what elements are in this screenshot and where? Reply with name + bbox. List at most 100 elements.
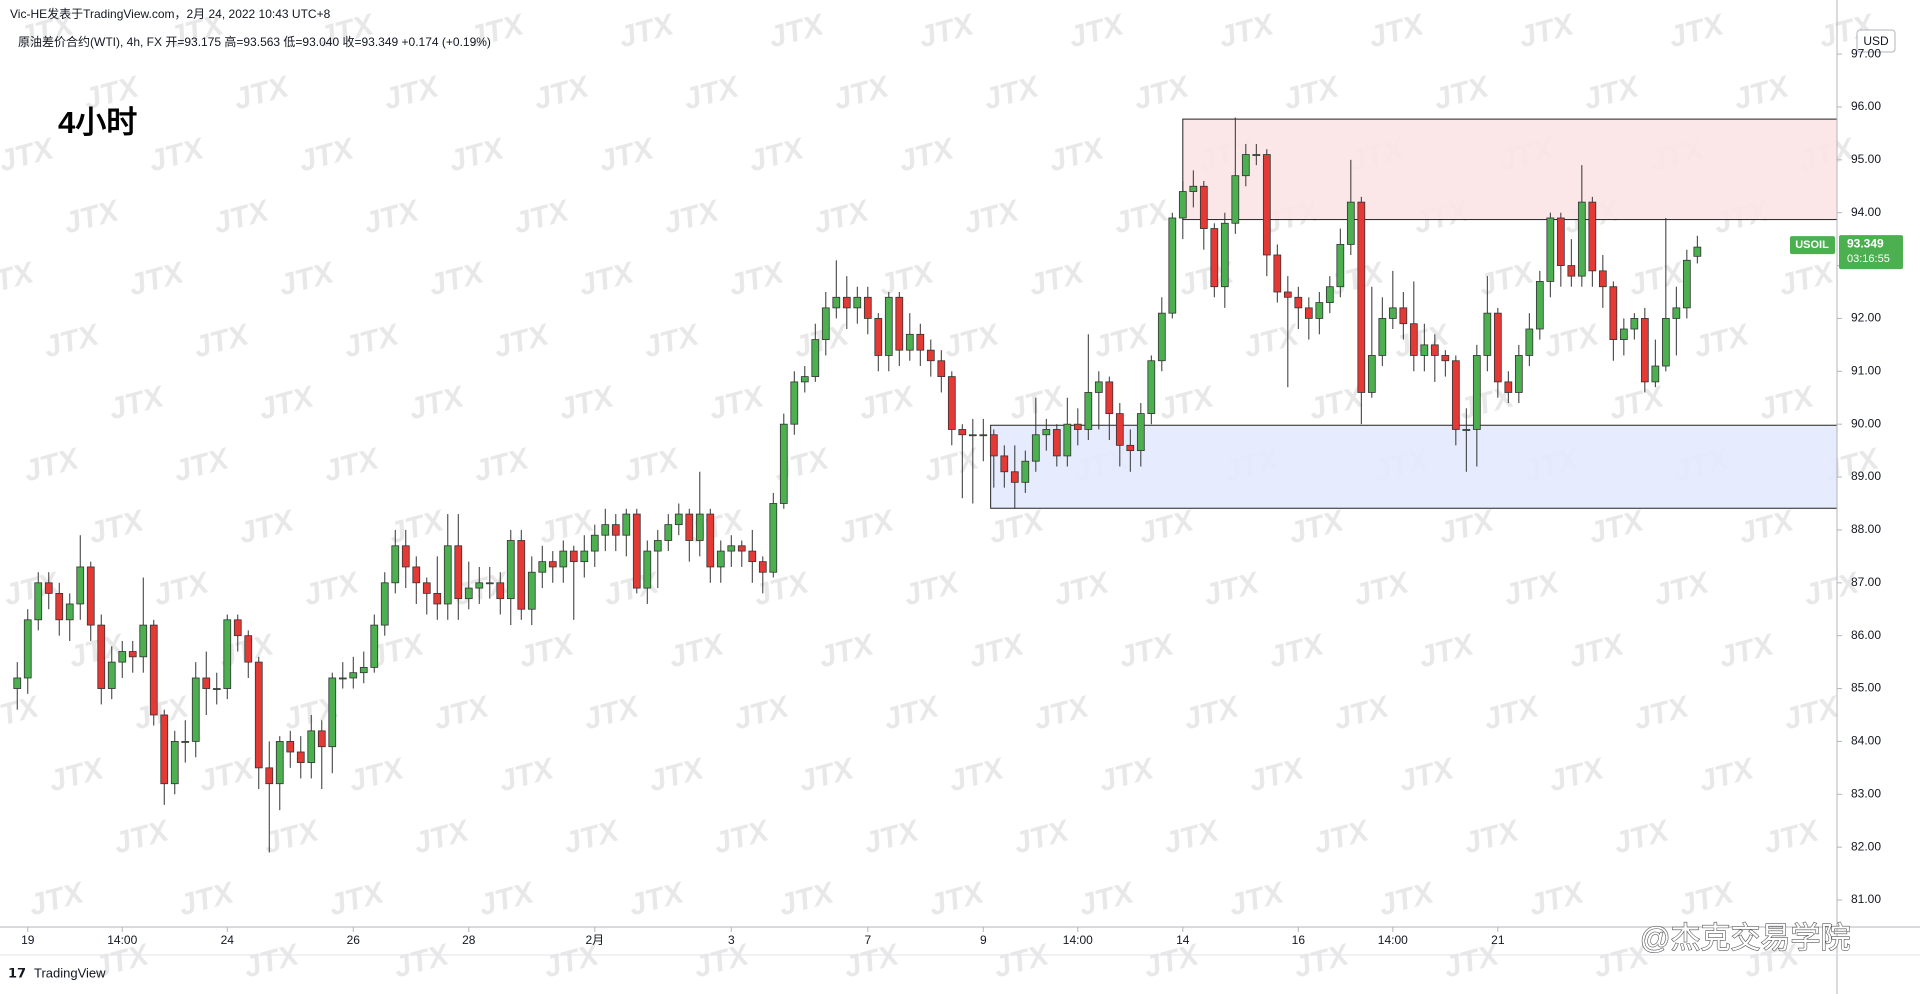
candle-body — [97, 624, 106, 689]
candle-body — [1336, 244, 1345, 288]
currency-badge[interactable] — [1856, 29, 1896, 53]
candle-body — [674, 513, 683, 526]
candle-body — [1126, 444, 1135, 452]
candle-body — [1315, 302, 1324, 319]
candle-body — [223, 619, 232, 689]
x-tick-label: 9 — [980, 933, 987, 947]
countdown: 03:16:55 — [1847, 253, 1890, 265]
candle-body — [611, 524, 620, 536]
candle-body — [601, 524, 610, 536]
candle-body — [1504, 381, 1513, 393]
candle-body — [800, 376, 809, 383]
candle-body — [559, 550, 568, 568]
x-tick-label: 24 — [221, 933, 235, 947]
candle-body — [1556, 217, 1565, 266]
candle-body — [286, 741, 295, 753]
candle-body — [1231, 175, 1240, 224]
candle-body — [1693, 246, 1702, 257]
candle-body — [863, 296, 872, 319]
candle-body — [989, 434, 998, 457]
candle-body — [338, 677, 347, 680]
candle-body — [412, 566, 421, 584]
candle-body — [727, 545, 736, 552]
candle-body — [13, 677, 22, 689]
candle-body — [139, 624, 148, 658]
candle-body — [1094, 381, 1103, 393]
candle-body — [821, 307, 830, 340]
candle-body — [811, 339, 820, 378]
candle-body — [1105, 381, 1114, 415]
price-zone — [1182, 118, 1838, 221]
candle-body — [86, 566, 95, 626]
y-tick-label: 90.00 — [1851, 416, 1881, 430]
candle-body — [1262, 154, 1271, 256]
candle-body — [916, 333, 925, 351]
byline: Vic-HE发表于TradingView.com，2月 24, 2022 10:… — [10, 6, 331, 21]
candle-body — [1199, 185, 1208, 229]
candle-body — [1493, 312, 1502, 383]
x-tick-label: 14:00 — [107, 933, 137, 947]
candle-body — [737, 545, 746, 552]
candle-body — [538, 561, 547, 573]
x-tick-label: 19 — [21, 933, 35, 947]
candle-body — [1640, 318, 1649, 383]
candle-body — [1115, 413, 1124, 446]
candle-body — [1672, 307, 1681, 319]
candle-body — [128, 651, 137, 658]
candle-body — [44, 582, 53, 594]
candle-body — [55, 592, 64, 621]
x-tick-label: 16 — [1292, 933, 1306, 947]
candle-body — [832, 296, 841, 309]
price-tag — [1839, 235, 1903, 270]
candle-body — [1388, 307, 1397, 319]
candle-body — [1273, 254, 1282, 293]
candle-body — [496, 582, 505, 600]
candle-body — [748, 550, 757, 563]
y-tick-label: 91.00 — [1851, 363, 1881, 377]
candle-body — [1577, 201, 1586, 277]
x-tick-label: 14:00 — [1063, 933, 1093, 947]
candle-body — [1168, 217, 1177, 314]
symbol-tag — [1790, 236, 1835, 255]
candle-body — [191, 677, 200, 742]
candle-body — [1483, 312, 1492, 356]
candle-body — [65, 603, 74, 621]
brand-logo: 𝟭𝟳 — [8, 965, 26, 980]
candle-body — [265, 767, 274, 785]
last-price: 93.349 — [1847, 236, 1884, 250]
candle-body — [622, 513, 631, 536]
candle-body — [275, 741, 284, 785]
x-tick-label: 7 — [864, 933, 871, 947]
candle-body — [548, 561, 557, 568]
candle-body — [212, 688, 221, 690]
candle-body — [842, 296, 851, 309]
candle-body — [317, 730, 326, 748]
candle-body — [1430, 344, 1439, 356]
candle-body — [695, 513, 704, 541]
candle-body — [874, 318, 883, 356]
candle-body — [370, 624, 379, 668]
y-tick-label: 92.00 — [1851, 311, 1881, 325]
candle-body — [1031, 434, 1040, 462]
candle-body — [1546, 217, 1555, 282]
symbol-tag-label: USOIL — [1795, 239, 1829, 251]
candle-body — [895, 296, 904, 351]
candle-body — [643, 550, 652, 589]
candle-body — [433, 592, 442, 605]
candle-body — [1367, 355, 1376, 393]
candle-body — [202, 677, 211, 689]
credit-watermark: @杰克交易学院 — [1640, 922, 1850, 955]
x-tick-label: 26 — [347, 933, 361, 947]
candle-body — [170, 741, 179, 785]
candle-body — [937, 360, 946, 378]
y-tick-label: 94.00 — [1851, 205, 1881, 219]
symbol-info: 原油差价合约(WTI), 4h, FX 开=93.175 高=93.563 低=… — [18, 34, 491, 49]
candle-body — [884, 296, 893, 356]
candle-body — [1619, 328, 1628, 340]
candle-body — [758, 561, 767, 573]
y-tick-label: 97.00 — [1851, 46, 1881, 60]
candle-body — [349, 672, 358, 679]
candle-body — [233, 619, 242, 637]
